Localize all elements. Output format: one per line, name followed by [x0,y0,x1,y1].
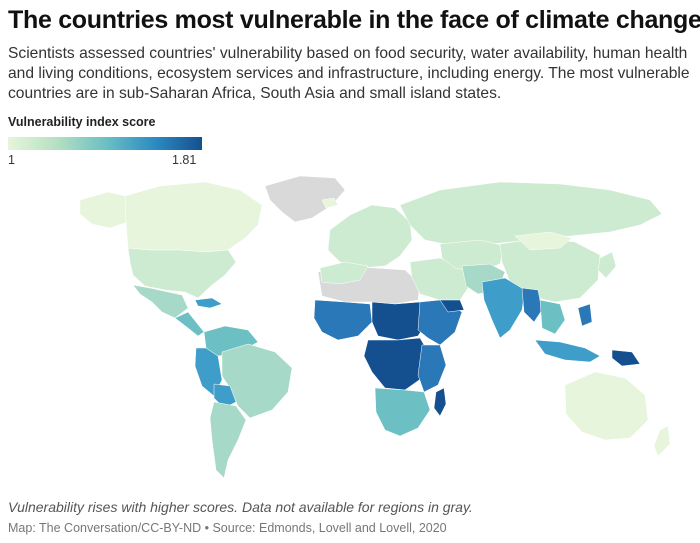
philippines-region [577,303,593,327]
iceland-region [321,197,339,209]
europe-region [327,204,413,269]
page-title: The countries most vulnerable in the fac… [8,6,700,34]
legend-max-label: 1.81 [172,153,197,167]
mongolia-region [514,231,573,251]
yemen-region [439,299,465,313]
central-africa-region [363,337,431,391]
papua-new-guinea-region [611,349,641,367]
legend-min-label: 1 [8,153,15,167]
caribbean-region [194,297,223,309]
source-credit: Map: The Conversation/CC-BY-ND • Source:… [8,521,447,535]
world-map [79,175,671,479]
east-africa-region [417,344,447,393]
southern-cone-region [209,401,247,479]
maghreb-region [319,261,369,285]
footnote: Vulnerability rises with higher scores. … [8,499,473,515]
new-zealand-region [653,425,671,457]
southern-africa-region [374,387,431,437]
japan-region [597,251,617,279]
mexico-region [132,284,189,319]
australia-region [564,371,649,441]
page-subtitle: Scientists assessed countries' vulnerabi… [8,45,690,102]
greenland-region [264,175,346,223]
legend-title: Vulnerability index score [8,115,156,129]
canada-region [124,181,263,253]
indonesia-region [534,339,601,363]
russia-region [399,181,663,247]
usa-region [127,247,237,299]
india-region [481,277,526,339]
madagascar-region [433,387,447,417]
bangladesh-myanmar-region [521,287,543,323]
sahel-region [371,301,429,341]
brazil-region [221,343,293,419]
alaska-region [79,191,129,229]
legend-color-scale [8,137,202,150]
central-america-region [174,311,205,337]
southeast-asia-region [539,299,566,335]
west-africa-region [313,299,373,341]
